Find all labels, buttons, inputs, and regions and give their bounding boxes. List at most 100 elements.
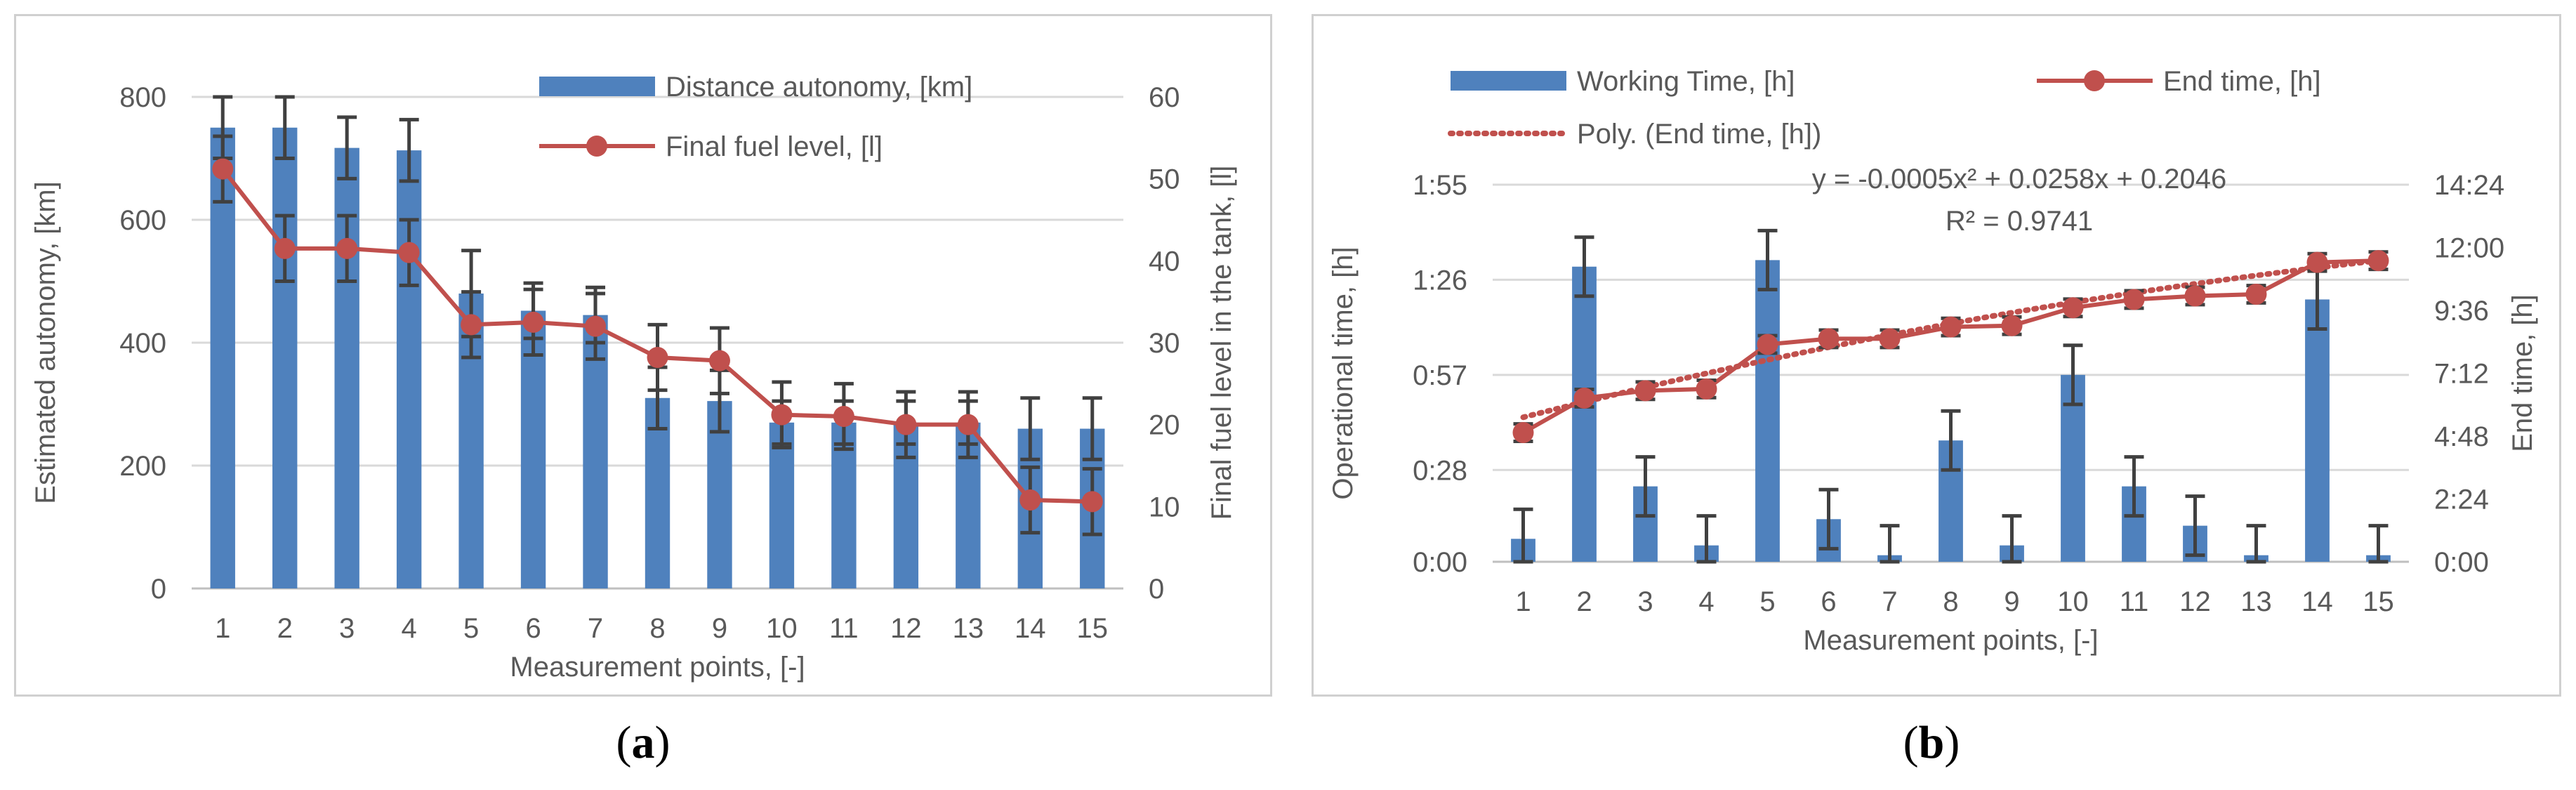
chart-b-x-tick: 6 xyxy=(1821,586,1836,617)
chart-a-y-right-tick: 20 xyxy=(1149,410,1180,441)
chart-a-x-tick: 10 xyxy=(766,613,798,644)
chart-b-x-tick: 8 xyxy=(1943,586,1958,617)
chart-b-x-tick: 7 xyxy=(1882,586,1897,617)
chart-a-line-point xyxy=(957,414,979,435)
chart-a-bar xyxy=(396,150,422,588)
chart-b-x-tick: 4 xyxy=(1698,586,1714,617)
chart-a-bar xyxy=(272,127,298,588)
chart-a-x-tick: 13 xyxy=(953,613,984,644)
chart-a-y-left-tick: 200 xyxy=(119,451,166,482)
chart-b-y-left-tick: 0:57 xyxy=(1413,360,1467,391)
chart-b-x-tick: 13 xyxy=(2240,586,2272,617)
chart-a-legend-swatch-bar xyxy=(539,77,655,96)
chart-b-line-point xyxy=(1696,378,1717,400)
chart-a-y-left-tick: 600 xyxy=(119,205,166,236)
chart-b-svg: 0:00 0:28 0:57 1:26 1:55 0:00 2:24 4:48 7:12 9:36… xyxy=(1328,66,2538,656)
chart-b-x-tick: 1 xyxy=(1515,586,1531,617)
chart-a-x-tick: 1 xyxy=(215,613,230,644)
chart-a-legend-label: Final fuel level, [l] xyxy=(666,131,883,162)
chart-a-x-tick: 3 xyxy=(339,613,355,644)
chart-b-x-tick: 15 xyxy=(2363,586,2394,617)
chart-a-legend-swatch-marker xyxy=(586,136,607,157)
chart-a-legend-label: Distance autonomy, [km] xyxy=(666,72,972,103)
chart-a-line-point xyxy=(1019,489,1041,511)
chart-a-x-tick: 2 xyxy=(277,613,293,644)
chart-b-line-point xyxy=(2367,250,2389,272)
chart-a-line-point xyxy=(647,347,668,368)
chart-b-y-right-tick: 0:00 xyxy=(2434,547,2489,578)
chart-a-line-point xyxy=(461,314,482,336)
chart-b-line-point xyxy=(1512,422,1534,444)
chart-b-legend-label: Working Time, [h] xyxy=(1577,66,1795,97)
chart-b-line-point xyxy=(2184,285,2206,307)
chart-b-y-right-tick: 2:24 xyxy=(2434,485,2489,515)
chart-a-x-tick: 14 xyxy=(1015,613,1046,644)
chart-b-y-right-tick: 7:12 xyxy=(2434,359,2489,390)
chart-b-bar xyxy=(1755,260,1780,562)
chart-a-line-point xyxy=(274,237,296,259)
chart-b-line-point xyxy=(2306,251,2328,273)
chart-a-y-left-tick: 0 xyxy=(151,574,166,605)
chart-a-x-tick: 15 xyxy=(1077,613,1109,644)
chart-b-line-point xyxy=(1757,334,1778,355)
chart-b-line-point xyxy=(1634,380,1656,402)
chart-b-trend-r2: R² = 0.9741 xyxy=(1946,206,2093,237)
chart-a-y-right-tick: 50 xyxy=(1149,164,1180,195)
chart-a-bar xyxy=(520,310,546,588)
chart-b-x-tick: 2 xyxy=(1576,586,1592,617)
chart-a-x-tick: 6 xyxy=(525,613,541,644)
chart-a-y-left-tick: 400 xyxy=(119,328,166,359)
chart-a-y-right-tick: 10 xyxy=(1149,492,1180,522)
chart-b-legend-swatch-bar xyxy=(1451,71,1566,91)
chart-b-line-point xyxy=(2001,315,2023,336)
chart-b-x-tick: 3 xyxy=(1637,586,1653,617)
chart-b-y-right-tick: 12:00 xyxy=(2434,233,2504,264)
chart-a-x-tick: 9 xyxy=(712,613,727,644)
chart-a-y-right-tick: 60 xyxy=(1149,82,1180,113)
chart-b-legend-label: Poly. (End time, [h]) xyxy=(1577,119,1821,150)
chart-b-bar xyxy=(2305,299,2330,562)
chart-a-line-point xyxy=(212,158,234,180)
chart-a-line-point xyxy=(833,406,854,427)
chart-b-line-point xyxy=(2245,284,2267,305)
chart-b-line-point xyxy=(1818,328,1839,350)
chart-a-line-point xyxy=(771,404,793,426)
chart-b-x-label: Measurement points, [-] xyxy=(1803,625,2098,656)
chart-a-y-right-tick: 30 xyxy=(1149,328,1180,359)
chart-b-legend-swatch-marker xyxy=(2084,70,2105,91)
caption-a: (a) xyxy=(616,717,671,768)
chart-b-line-point xyxy=(1879,328,1901,350)
chart-b-y-left-label: Operational time, [h] xyxy=(1328,246,1359,499)
chart-a-x-tick: 5 xyxy=(463,613,479,644)
chart-a-y-left-label: Estimated autonomy, [km] xyxy=(30,181,61,503)
chart-a-x-tick: 8 xyxy=(649,613,665,644)
chart-b-line-point xyxy=(1940,316,1962,338)
chart-b-x-tick: 12 xyxy=(2179,586,2211,617)
caption-b: (b) xyxy=(1903,717,1960,768)
chart-a-y-right-tick: 0 xyxy=(1149,574,1164,605)
chart-b-x-tick: 11 xyxy=(2120,586,2149,617)
chart-b-y-left-tick: 0:00 xyxy=(1413,547,1467,578)
chart-a-y-right-tick: 40 xyxy=(1149,246,1180,277)
chart-a-x-label: Measurement points, [-] xyxy=(510,652,805,683)
chart-panel-a: 0 200 400 600 800 0 10 20 30 40 50 60 1 2 3 4 5 6 7 8 9 10 11 1… xyxy=(14,14,1272,697)
chart-panel-b: 0:00 0:28 0:57 1:26 1:55 0:00 2:24 4:48 7:12 9:36… xyxy=(1312,14,2561,697)
chart-a-x-tick: 12 xyxy=(890,613,922,644)
chart-b-x-tick: 10 xyxy=(2057,586,2089,617)
chart-b-y-right-tick: 9:36 xyxy=(2434,296,2489,327)
chart-b-x-tick: 9 xyxy=(2004,586,2019,617)
chart-b-y-left-tick: 0:28 xyxy=(1413,455,1467,486)
chart-a-line-point xyxy=(336,237,358,259)
chart-a-line-point xyxy=(398,242,420,263)
chart-a-x-tick: 11 xyxy=(829,613,859,644)
chart-b-y-right-label: End time, [h] xyxy=(2507,294,2538,452)
chart-b-y-left-tick: 1:26 xyxy=(1413,265,1467,296)
chart-a-bar xyxy=(210,127,235,588)
chart-b-x-tick: 14 xyxy=(2301,586,2333,617)
chart-b-line-point xyxy=(1573,387,1595,409)
chart-b-legend-label: End time, [h] xyxy=(2163,66,2321,97)
chart-a-line-point xyxy=(585,315,607,337)
chart-b-y-left-tick: 1:55 xyxy=(1413,170,1467,201)
chart-b-x-tick: 5 xyxy=(1759,586,1775,617)
